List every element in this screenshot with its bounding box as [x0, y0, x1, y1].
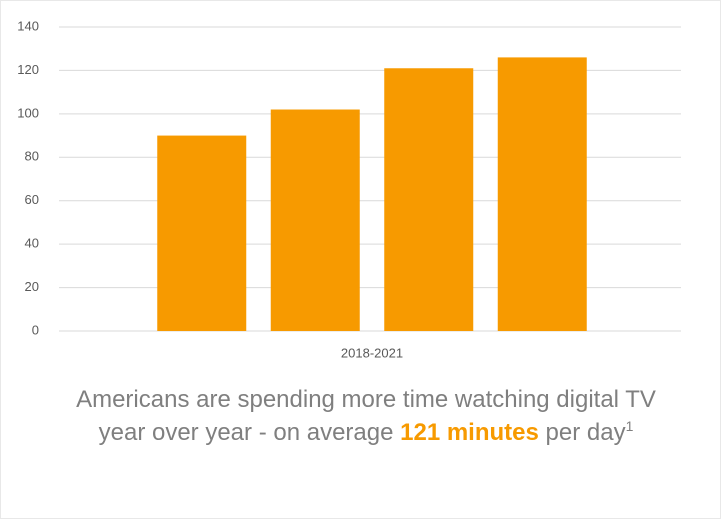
- y-tick-label: 0: [32, 322, 39, 337]
- caption-highlight: 121 minutes: [400, 419, 539, 446]
- bar: [497, 57, 587, 332]
- bar: [157, 135, 247, 331]
- y-tick-label: 80: [25, 149, 39, 164]
- y-tick-label: 100: [17, 105, 39, 120]
- y-tick-label: 60: [25, 192, 39, 207]
- chart: 0 20 40 60 80 100 120 140 2018-2021: [17, 18, 681, 360]
- y-tick-label: 20: [25, 279, 39, 294]
- footnote-mark: 1: [625, 418, 634, 434]
- caption: Americans are spending more time watchin…: [61, 383, 671, 449]
- caption-text: per day: [538, 419, 626, 446]
- y-tick-label: 120: [17, 62, 39, 77]
- bar: [270, 109, 360, 331]
- y-tick-label: 40: [25, 236, 39, 251]
- y-tick-label: 140: [17, 18, 39, 33]
- x-tick-label: 2018-2021: [341, 345, 403, 360]
- caption-text: Americans are spending more time watchin…: [76, 386, 656, 446]
- bar: [384, 68, 474, 331]
